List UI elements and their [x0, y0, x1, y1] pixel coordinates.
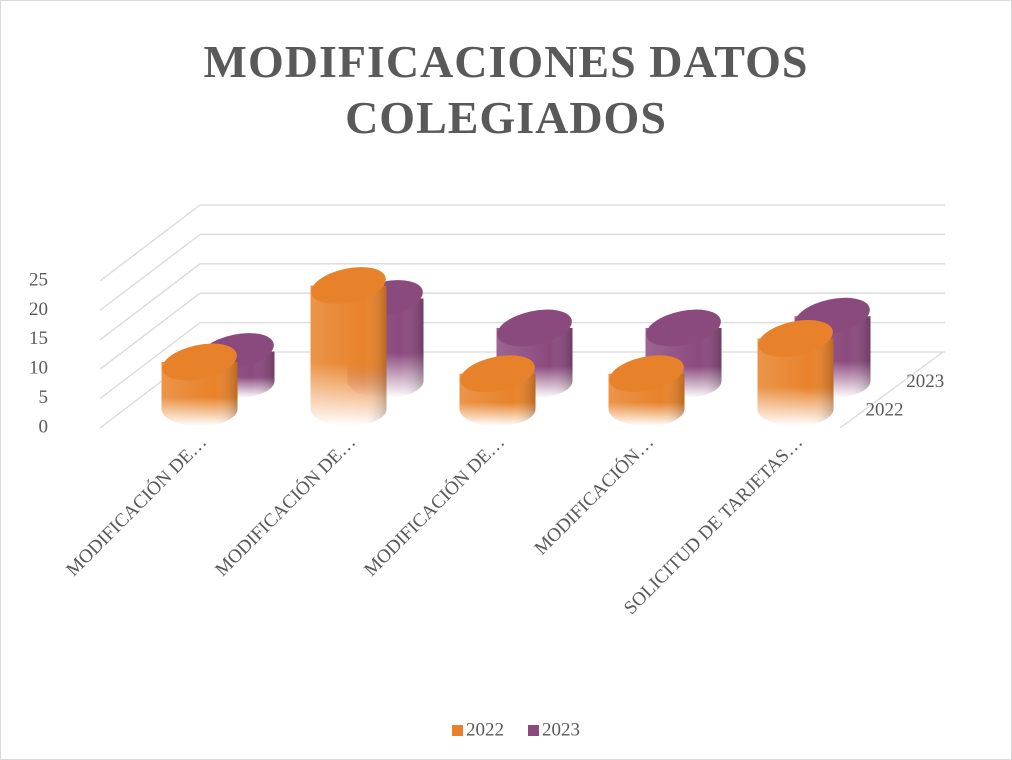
x-tick-label: MODIFICACIÓN…	[530, 431, 658, 559]
chart-title: MODIFICACIONES DATOS COLEGIADOS	[203, 36, 809, 143]
cylinder-top	[646, 309, 721, 347]
cylinder-top	[497, 309, 572, 347]
cylinder-top	[162, 343, 237, 381]
legend-label: 2023	[542, 719, 580, 740]
cylinder	[459, 355, 536, 427]
y-tick-label: 25	[29, 269, 48, 290]
x-tick-label: MODIFICACIÓN DE…	[360, 431, 510, 581]
side-grid-line	[99, 204, 201, 282]
side-grid-line	[99, 322, 201, 400]
cylinder	[161, 343, 238, 427]
depth-label: 2022	[866, 399, 904, 420]
y-tick-label: 15	[29, 328, 48, 349]
cylinder-shade	[757, 338, 834, 427]
side-grid-line	[99, 292, 201, 370]
y-tick-label: 10	[29, 358, 48, 379]
cylinder-shade	[310, 285, 387, 427]
x-tick-label: SOLICITUD DE TARJETAS…	[620, 432, 807, 619]
floor-edge	[839, 351, 944, 429]
cylinder-top	[311, 267, 386, 304]
y-tick-label: 5	[39, 387, 49, 408]
legend-label: 2022	[466, 719, 504, 740]
cylinder	[310, 267, 387, 427]
legend-swatch	[528, 725, 539, 736]
cylinder-top	[460, 355, 535, 393]
x-tick-label: MODIFICACIÓN DE…	[211, 431, 361, 581]
x-tick-label: MODIFICACIÓN DE…	[62, 431, 212, 581]
side-grid-line	[99, 263, 201, 341]
cylinder-top	[609, 355, 684, 393]
cylinder-top	[758, 320, 833, 357]
y-tick-label: 20	[29, 299, 48, 320]
cylinder	[757, 320, 834, 427]
side-grid-line	[99, 233, 201, 311]
legend-swatch	[452, 725, 463, 736]
cylinder	[608, 355, 685, 427]
depth-label: 2023	[906, 371, 944, 392]
y-tick-label: 0	[39, 416, 49, 437]
